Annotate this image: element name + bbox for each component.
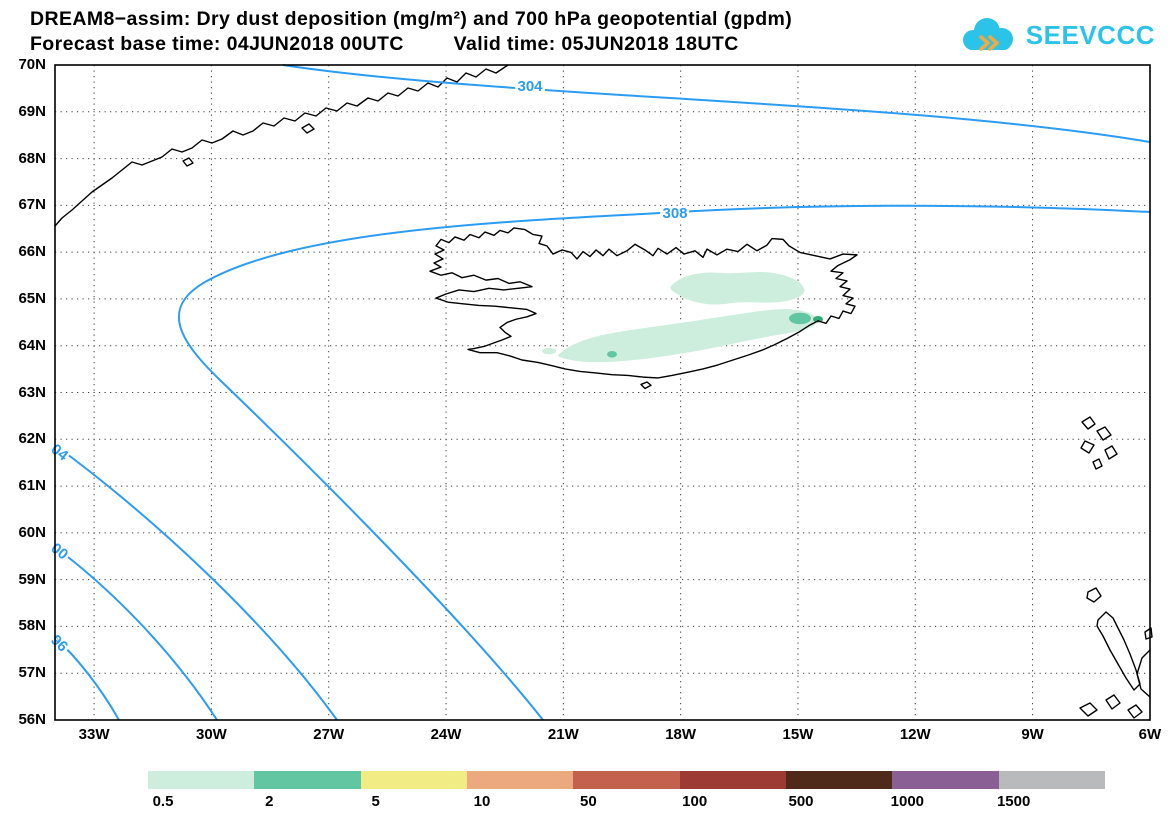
contour-label-304-left: 04 [48, 441, 72, 465]
colorbar-tick-label: 10 [473, 793, 491, 810]
forecast-base-time: Forecast base time: 04JUN2018 00UTC [30, 33, 404, 55]
lon-tick-label: 12W [899, 726, 931, 743]
seevccc-logo: SEEVCCC [957, 14, 1155, 56]
dust-deposition-shading [542, 271, 823, 363]
dust-area-west-small [542, 347, 556, 355]
chevron-right-icon-2 [987, 35, 999, 51]
greenland-islet [301, 123, 315, 134]
faroe-isle [1080, 440, 1095, 454]
colorbar-segment [998, 771, 1105, 789]
contour-308 [177, 204, 1151, 721]
colorbar-tick-label: 500 [788, 793, 814, 810]
lon-tick-label: 15W [782, 726, 814, 743]
greenland-coastline [54, 64, 509, 227]
faroe-islands [1080, 416, 1118, 470]
faroe-isle [1092, 458, 1103, 470]
map-frame [54, 64, 1151, 721]
colorbar-segment [254, 771, 361, 789]
chart-subtitle: Forecast base time: 04JUN2018 00UTC Vali… [30, 33, 739, 56]
colorbar-tick-label: 2 [265, 793, 274, 810]
contour-300 [54, 546, 218, 721]
hebrides-islands [1079, 587, 1153, 719]
contour-label-300-left: 00 [48, 540, 72, 564]
map-canvas: 304 308 04 00 96 [45, 64, 1153, 721]
vestmannaeyjar-island [641, 382, 651, 389]
hebrides-isle [1144, 627, 1153, 640]
colorbar-segment [892, 771, 999, 789]
dust-area-north [670, 271, 805, 305]
colorbar-tick-label: 50 [579, 793, 597, 810]
lon-tick-label: 30W [195, 726, 227, 743]
colorbar [148, 771, 1105, 789]
valid-time: Valid time: 05JUN2018 18UTC [453, 33, 739, 55]
faroe-isle [1096, 426, 1112, 441]
hebrides-isle [1127, 704, 1143, 719]
dust-area-south [558, 309, 818, 363]
cloud-icon [962, 18, 1013, 51]
contour-304-north [282, 64, 1151, 143]
colorbar-segment [679, 771, 786, 789]
colorbar-tick-label: 1500 [996, 793, 1031, 810]
lon-tick-label: 6W [1138, 726, 1162, 743]
contour-label-308: 308 [662, 205, 687, 222]
contour-296 [54, 636, 120, 721]
geopotential-contours [54, 64, 1151, 721]
lon-tick-label: 27W [313, 726, 345, 743]
coastlines [54, 64, 1153, 719]
hebrides-isle [1105, 694, 1121, 710]
hebrides-isle [1086, 587, 1102, 603]
dust-spot-east-2 [813, 315, 823, 323]
lon-tick-label: 9W [1021, 726, 1044, 743]
colorbar-tick-label: 100 [682, 793, 708, 810]
chart-title: DREAM8−assim: Dry dust deposition (mg/m²… [30, 8, 793, 30]
logo-text: SEEVCCC [1025, 19, 1155, 50]
colorbar-segment [360, 771, 467, 789]
lon-tick-label: 21W [547, 726, 579, 743]
faroe-isle [1104, 445, 1118, 460]
colorbar-tick-label: 5 [371, 793, 380, 810]
colorbar-tick-label: 1000 [890, 793, 925, 810]
lon-tick-label: 18W [665, 726, 697, 743]
hebrides-isle [1096, 611, 1141, 691]
dust-spot-south [607, 351, 617, 358]
grid-lines [55, 65, 1150, 720]
colorbar-tick-label: 0.5 [152, 793, 174, 810]
colorbar-segment [573, 771, 680, 789]
iceland-coastline [430, 228, 857, 378]
dust-spot-east [789, 312, 811, 325]
colorbar-segment [466, 771, 574, 789]
hebrides-isle [1079, 702, 1098, 717]
colorbar-segment [785, 771, 893, 789]
chevron-right-icon [978, 35, 990, 51]
faroe-isle [1081, 416, 1096, 430]
contour-label-296-left: 96 [47, 632, 71, 656]
lon-tick-label: 33W [78, 726, 110, 743]
colorbar-segment [148, 771, 255, 789]
greenland-islet-2 [182, 157, 194, 167]
lon-tick-label: 24W [430, 726, 462, 743]
hebrides-isle [1136, 649, 1151, 698]
contour-label-304: 304 [517, 78, 543, 95]
contour-304-southwest [54, 444, 338, 721]
